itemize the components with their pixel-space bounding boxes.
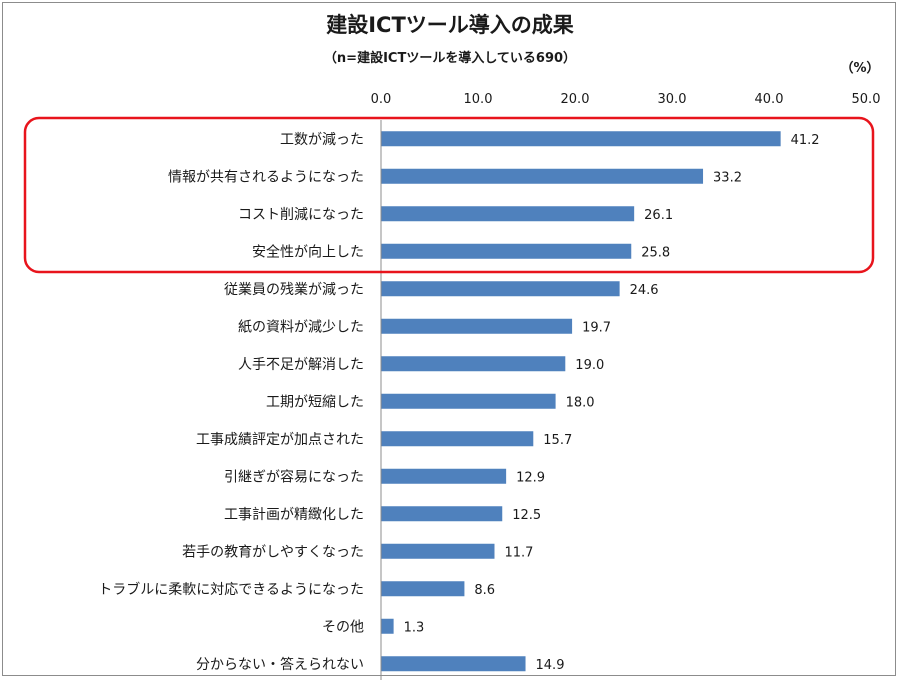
bar (381, 431, 534, 447)
data-label: 24.6 (630, 283, 659, 298)
bar (381, 581, 465, 597)
bar (381, 356, 566, 372)
data-label: 19.7 (582, 320, 611, 335)
category-label: 紙の資料が減少した (238, 318, 364, 335)
category-label: 工事成績評定が加点された (196, 432, 364, 448)
bar (381, 506, 503, 522)
chart-title: 建設ICTツール導入の成果 (326, 13, 574, 37)
bar (381, 243, 632, 259)
bar (381, 543, 495, 559)
category-label: 分からない・答えられない (196, 656, 364, 673)
data-label: 41.2 (791, 133, 820, 148)
bar (381, 656, 526, 672)
category-label: 人手不足が解消した (238, 357, 364, 373)
unit-label: （%） (840, 60, 879, 76)
bar (381, 468, 507, 484)
data-label: 12.9 (516, 470, 545, 485)
category-label: 情報が共有されるようになった (168, 169, 364, 185)
data-label: 19.0 (575, 358, 604, 373)
data-label: 1.3 (404, 620, 425, 635)
data-label: 8.6 (474, 583, 495, 598)
category-label: 引継ぎが容易になった (224, 468, 364, 485)
bar (381, 206, 635, 222)
data-label: 26.1 (644, 208, 673, 223)
bar (381, 618, 394, 634)
x-tick-label: 20.0 (561, 92, 590, 107)
x-tick-label: 50.0 (852, 92, 881, 107)
data-label: 12.5 (512, 508, 541, 523)
x-tick-label: 30.0 (658, 92, 687, 107)
bar (381, 281, 620, 297)
category-label: 工数が減った (280, 131, 364, 148)
chart-subtitle: （n=建設ICTツールを導入している690） (324, 50, 576, 66)
category-label: コスト削減になった (238, 206, 364, 223)
bar (381, 131, 781, 147)
category-label: 安全性が向上した (252, 243, 364, 260)
category-label: 従業員の残業が減った (224, 281, 364, 298)
x-tick-label: 10.0 (464, 92, 493, 107)
data-label: 25.8 (641, 245, 670, 260)
data-label: 14.9 (536, 658, 565, 673)
category-label: 工期が短縮した (266, 394, 364, 410)
data-label: 33.2 (713, 170, 742, 185)
bar (381, 393, 556, 409)
data-label: 11.7 (504, 545, 533, 560)
x-tick-label: 40.0 (755, 92, 784, 107)
category-label: その他 (322, 619, 364, 635)
category-label: トラブルに柔軟に対応できるようになった (98, 581, 364, 598)
data-label: 15.7 (543, 433, 572, 448)
bar (381, 318, 573, 334)
highlight-box (23, 116, 875, 274)
category-label: 若手の教育がしやすくなった (182, 544, 364, 560)
category-label: 工事計画が精緻化した (224, 507, 364, 523)
bar (381, 168, 704, 184)
data-label: 18.0 (566, 395, 595, 410)
x-tick-label: 0.0 (371, 92, 392, 107)
